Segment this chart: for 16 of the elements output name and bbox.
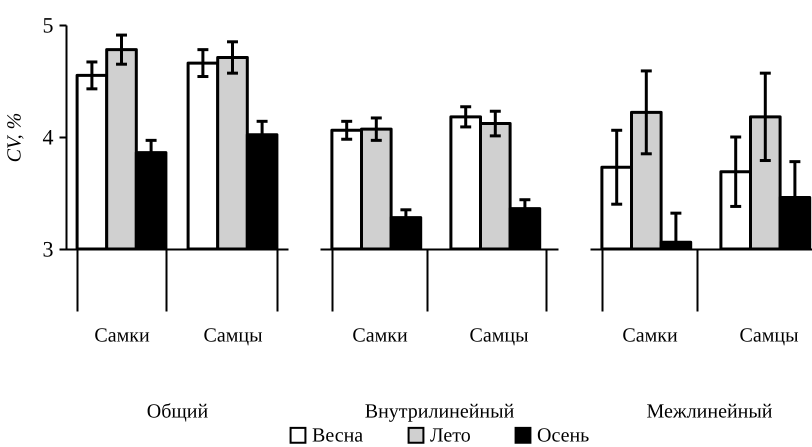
y-tick-label: 4	[42, 124, 54, 150]
legend-label: Весна	[312, 424, 364, 446]
x-tick-label: Самцы	[469, 324, 529, 346]
y-axis-title: CV, %	[4, 112, 26, 162]
y-tick-label: 3	[42, 236, 54, 262]
legend-label: Осень	[537, 424, 590, 446]
y-tick-label: 5	[42, 12, 54, 38]
x-tick-label: Самки	[622, 324, 678, 346]
x-tick-label: Самцы	[203, 324, 263, 346]
legend-label: Лето	[430, 424, 471, 446]
x-tick-label: Самцы	[739, 324, 799, 346]
x-tick-label: Самки	[94, 324, 150, 346]
x-axis-title: Межлинейный	[646, 400, 773, 422]
x-axis-title: Внутрилинейный	[364, 400, 515, 422]
x-tick-label: Самки	[352, 324, 408, 346]
x-axis-title: Общий	[146, 400, 209, 422]
